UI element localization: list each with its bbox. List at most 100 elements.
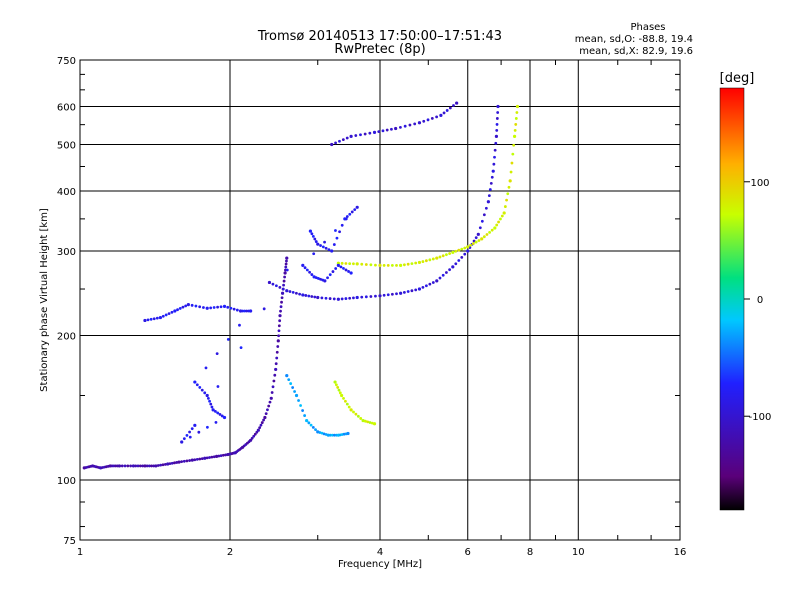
data-point (502, 211, 506, 215)
data-point (260, 421, 264, 424)
data-point (198, 305, 202, 309)
data-point (272, 379, 276, 383)
data-point (499, 217, 502, 221)
data-point (200, 388, 204, 392)
data-point (353, 208, 357, 212)
data-point (368, 131, 372, 135)
data-point (177, 460, 181, 464)
data-point (334, 229, 337, 232)
data-point (361, 418, 365, 423)
data-point (345, 215, 349, 218)
data-point (131, 464, 136, 468)
y-tick-label: 100 (57, 476, 76, 487)
data-point (495, 128, 499, 132)
data-point (328, 273, 332, 277)
data-point (262, 418, 265, 422)
data-point (366, 420, 370, 424)
data-point (399, 291, 403, 295)
data-point (243, 309, 246, 313)
data-point (354, 134, 358, 137)
data-point (203, 456, 207, 460)
data-point (280, 291, 285, 295)
data-point (258, 426, 262, 430)
data-point (374, 294, 377, 298)
data-point (360, 262, 364, 266)
data-point (220, 414, 224, 418)
data-point (323, 279, 327, 283)
data-point (349, 408, 353, 412)
data-point (442, 111, 446, 115)
data-point (245, 309, 248, 313)
data-point (515, 104, 520, 109)
data-point (452, 104, 455, 107)
data-point (422, 119, 426, 123)
data-point (212, 455, 216, 459)
data-point (332, 297, 336, 301)
data-point (276, 339, 280, 343)
data-point (164, 313, 168, 317)
data-point (129, 464, 133, 468)
data-point (152, 317, 156, 321)
data-point (495, 123, 499, 126)
data-point (421, 260, 425, 263)
data-point (445, 109, 449, 112)
data-point (210, 455, 214, 459)
data-point (256, 428, 260, 432)
data-point (372, 130, 377, 134)
data-point (305, 418, 309, 423)
data-point (488, 230, 491, 234)
data-point (408, 123, 412, 127)
data-point (316, 242, 320, 246)
data-point (301, 409, 305, 412)
data-point (505, 198, 508, 202)
data-point (493, 148, 497, 152)
data-point (390, 127, 393, 131)
data-point (316, 295, 320, 300)
data-point (146, 318, 150, 322)
data-point (188, 459, 192, 462)
data-point (319, 244, 322, 247)
data-point (349, 271, 353, 275)
data-point (284, 262, 288, 266)
data-point (352, 262, 355, 266)
data-point (159, 463, 163, 467)
data-point (350, 210, 354, 214)
data-point (426, 118, 430, 122)
data-point (406, 262, 410, 266)
data-point (283, 275, 286, 279)
data-point (205, 393, 209, 398)
data-point (377, 130, 381, 133)
data-point (289, 382, 293, 385)
data-point (311, 234, 315, 238)
data-point (301, 263, 305, 267)
data-point (291, 386, 295, 389)
data-point (428, 282, 432, 286)
data-point (402, 263, 406, 267)
data-point (484, 206, 488, 210)
data-point (368, 421, 372, 424)
data-point (514, 123, 518, 126)
data-point (331, 270, 335, 273)
data-point (395, 292, 398, 296)
data-point (431, 257, 435, 261)
data-point (268, 400, 272, 404)
data-point (441, 254, 445, 258)
data-point (143, 464, 147, 468)
data-point (249, 438, 253, 442)
data-point (277, 329, 281, 333)
data-point (280, 296, 284, 300)
data-point (346, 431, 350, 436)
data-point (205, 456, 209, 460)
data-point (168, 462, 172, 466)
y-tick-label: 200 (57, 332, 76, 343)
data-point (180, 460, 184, 464)
data-point (347, 405, 351, 409)
data-point (413, 122, 417, 126)
data-point (333, 380, 337, 384)
data-point (294, 393, 299, 398)
data-point (457, 259, 461, 262)
data-point (120, 464, 124, 468)
data-point (497, 220, 500, 224)
data-point (269, 396, 273, 400)
